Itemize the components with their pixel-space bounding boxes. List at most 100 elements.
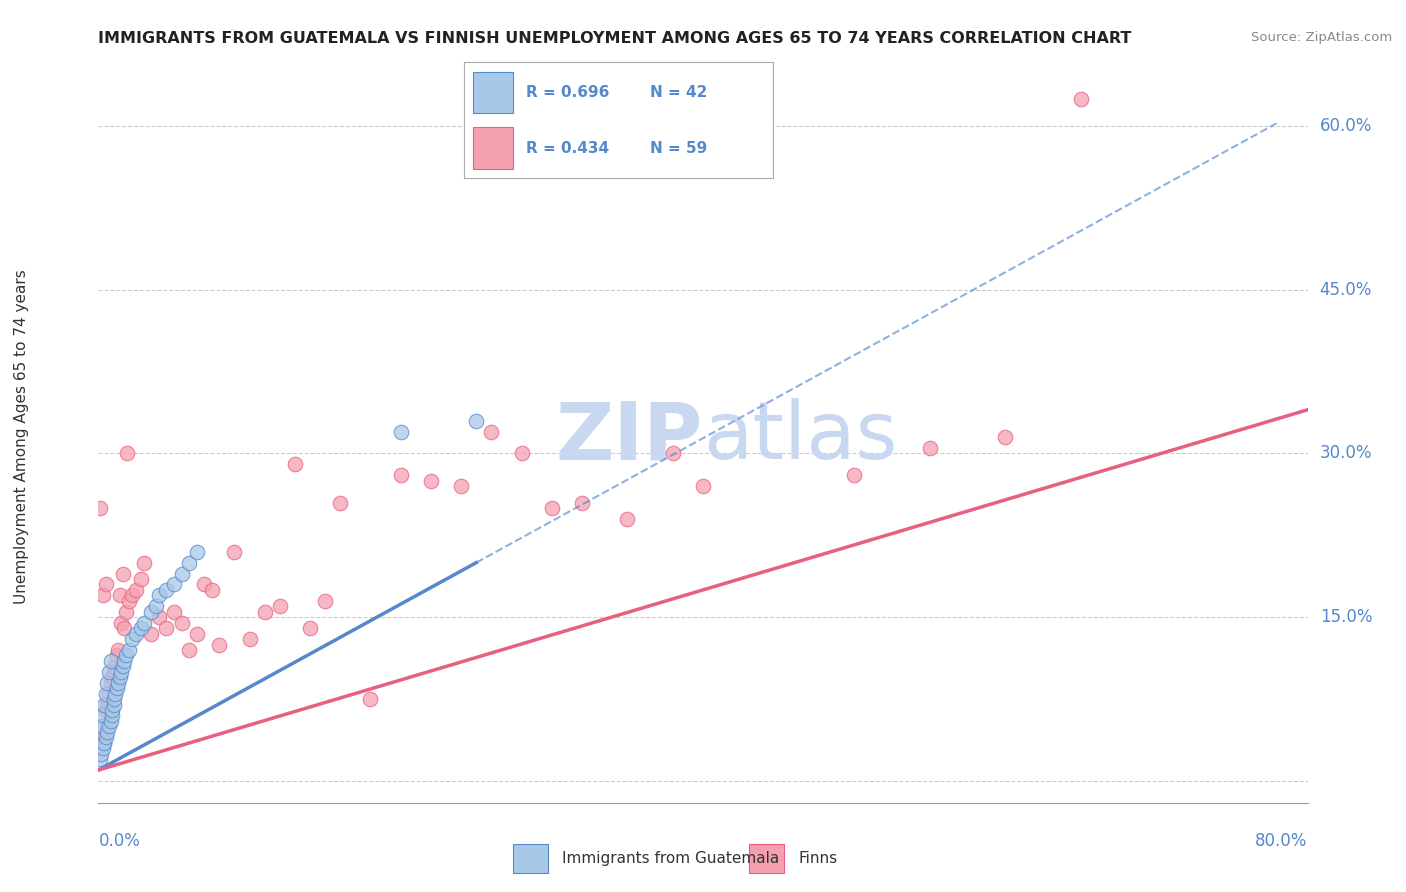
Point [89,501,111,516]
Point [94,703,117,717]
Point [148,588,170,602]
Point [103,698,125,712]
Point [918,441,941,455]
Bar [513,844,548,873]
Point [94,577,117,591]
Text: 60.0%: 60.0% [1320,117,1372,135]
Point [141,626,163,640]
Point [89,752,111,766]
Text: ZIP: ZIP [555,398,703,476]
Point [93,736,115,750]
Point [284,458,307,472]
Point [186,545,208,559]
Point [125,582,148,597]
Text: IMMIGRANTS FROM GUATEMALA VS FINNISH UNEMPLOYMENT AMONG AGES 65 TO 74 YEARS CORR: IMMIGRANTS FROM GUATEMALA VS FINNISH UNE… [98,31,1132,46]
Point [994,430,1017,444]
Point [419,474,441,488]
Point [94,687,117,701]
Point [118,643,141,657]
Point [148,610,170,624]
Text: N = 42: N = 42 [650,85,707,100]
Point [329,495,352,509]
Point [170,566,193,581]
Point [692,479,714,493]
Point [510,446,533,460]
Bar [749,844,785,873]
Point [121,632,143,646]
Point [98,719,121,733]
Point [125,626,148,640]
Point [163,577,186,591]
Point [132,615,155,630]
Point [100,675,122,690]
Point [253,605,276,619]
Point [571,495,593,509]
Text: R = 0.696: R = 0.696 [526,85,609,100]
Point [540,501,562,516]
Point [661,446,683,460]
Text: 80.0%: 80.0% [1256,832,1308,850]
Point [186,626,208,640]
Point [155,621,177,635]
Text: R = 0.434: R = 0.434 [526,141,609,156]
Point [389,468,412,483]
Text: 45.0%: 45.0% [1320,281,1372,299]
Point [103,665,125,679]
Point [103,692,125,706]
Point [465,414,488,428]
Point [93,698,115,712]
Point [844,468,866,483]
Point [91,719,114,733]
Point [155,582,177,597]
Point [104,659,127,673]
Point [91,588,114,602]
Point [616,512,638,526]
Point [299,621,322,635]
Text: 30.0%: 30.0% [1320,444,1372,462]
Point [141,605,163,619]
Point [208,638,231,652]
Point [101,670,124,684]
Text: 0.0%: 0.0% [98,832,141,850]
Point [107,643,129,657]
Text: atlas: atlas [703,398,897,476]
Point [105,648,128,663]
Point [170,615,193,630]
Point [1070,92,1092,106]
Point [108,670,131,684]
Point [104,687,127,701]
Point [450,479,472,493]
Point [145,599,167,614]
Point [94,731,117,745]
Point [90,747,112,761]
Text: Unemployment Among Ages 65 to 74 years: Unemployment Among Ages 65 to 74 years [14,269,28,605]
Point [100,714,122,728]
Point [111,659,134,673]
Point [110,665,132,679]
Point [129,572,152,586]
Text: Immigrants from Guatemala: Immigrants from Guatemala [562,851,780,866]
Point [201,582,224,597]
Point [96,724,118,739]
Point [360,692,382,706]
Point [269,599,291,614]
Point [177,643,201,657]
Point [224,545,246,559]
Text: Source: ZipAtlas.com: Source: ZipAtlas.com [1251,31,1392,45]
Point [100,654,122,668]
Point [239,632,262,646]
Point [118,594,141,608]
Point [129,621,152,635]
Point [114,605,136,619]
Point [107,675,129,690]
Text: 15.0%: 15.0% [1320,608,1372,626]
Point [91,708,114,723]
Point [193,577,215,591]
Point [108,588,131,602]
Text: N = 59: N = 59 [650,141,707,156]
Point [101,703,124,717]
Point [105,681,128,695]
Point [90,719,112,733]
Point [96,698,118,712]
Point [132,556,155,570]
